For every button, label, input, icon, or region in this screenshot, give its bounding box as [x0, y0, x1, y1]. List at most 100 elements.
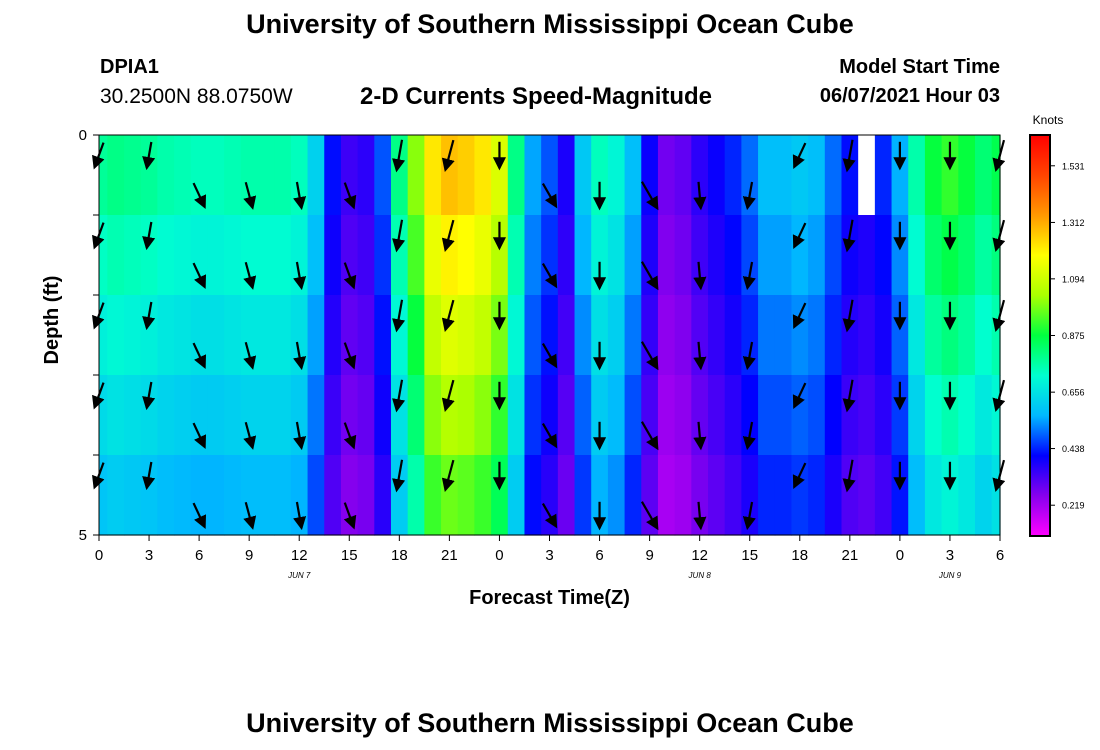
- current-arrow: [640, 501, 659, 531]
- current-arrow: [142, 141, 156, 171]
- current-arrow: [541, 343, 558, 369]
- current-arrow: [742, 261, 756, 291]
- x-tick-label: 12: [691, 547, 708, 564]
- current-arrow: [192, 262, 207, 289]
- colorbar-tick-label: 1.531: [1062, 161, 1085, 171]
- heatmap-cell: [774, 215, 793, 296]
- heatmap-cell: [557, 295, 576, 376]
- heatmap-cell: [708, 135, 726, 216]
- heatmap-cell: [808, 135, 826, 216]
- current-arrow: [693, 181, 707, 211]
- heatmap-cell: [657, 455, 676, 536]
- heatmap-cell: [958, 455, 976, 536]
- current-arrow: [640, 341, 659, 371]
- heatmap-cell: [207, 135, 225, 216]
- heatmap-cell: [691, 455, 709, 536]
- heatmap-cell: [457, 295, 476, 376]
- current-arrow: [243, 181, 257, 210]
- heatmap-cell: [741, 135, 759, 216]
- heatmap-cell: [224, 135, 242, 216]
- current-arrow: [293, 181, 307, 211]
- heatmap-cell: [257, 295, 275, 376]
- heatmap-cell: [424, 295, 442, 376]
- heatmap-cell: [491, 295, 509, 376]
- heatmap-cell: [841, 455, 859, 536]
- heatmap-cell: [157, 215, 175, 296]
- heatmap-cell: [958, 135, 976, 216]
- heatmap-cell: [574, 215, 592, 296]
- heatmap-cell: [791, 135, 809, 216]
- heatmap-cell: [257, 455, 275, 536]
- heatmap-cell: [774, 135, 793, 216]
- heatmap-cell: [891, 455, 909, 536]
- heatmap-cell: [207, 215, 225, 296]
- x-tick-label: 9: [245, 547, 253, 564]
- x-tick-label: 18: [391, 547, 408, 564]
- heatmap-cell: [708, 455, 726, 536]
- heatmap-cell: [374, 375, 392, 456]
- heatmap-cell: [307, 215, 325, 296]
- heatmap-cell: [190, 295, 209, 376]
- current-arrow: [742, 421, 756, 451]
- heatmap-cell: [874, 135, 893, 216]
- heatmap-cell: [157, 295, 175, 376]
- heatmap-cell: [474, 375, 492, 456]
- heatmap-cell: [407, 375, 425, 456]
- heatmap-cell: [140, 295, 158, 376]
- heatmap-cell: [691, 295, 709, 376]
- heatmap-cell: [174, 135, 192, 216]
- heatmap-cell: [657, 375, 676, 456]
- heatmap-cell: [274, 455, 292, 536]
- heatmap-cell: [624, 375, 642, 456]
- x-tick-label: 15: [341, 547, 358, 564]
- heatmap-cell: [240, 375, 259, 456]
- heatmap-cell: [724, 215, 742, 296]
- heatmap-cell: [240, 135, 259, 216]
- current-arrow: [441, 139, 455, 173]
- current-arrow: [142, 461, 156, 491]
- colorbar-tick-label: 1.312: [1062, 218, 1085, 228]
- heatmap-cell: [924, 375, 943, 456]
- heatmap-cell: [708, 295, 726, 376]
- heatmap-cell: [474, 215, 492, 296]
- current-arrow: [742, 501, 756, 531]
- heatmap-cell: [357, 215, 375, 296]
- heatmap-cell: [891, 215, 909, 296]
- current-arrow: [541, 263, 558, 289]
- heatmap-cell: [758, 455, 776, 536]
- heatmap-cell: [591, 295, 609, 376]
- heatmap-cell: [507, 215, 526, 296]
- current-arrow: [293, 261, 307, 291]
- heatmap-cell: [124, 375, 142, 456]
- heatmap-cell: [874, 455, 893, 536]
- heatmap-cell: [107, 215, 125, 296]
- heatmap-cell: [824, 455, 843, 536]
- heatmap-cell: [340, 215, 359, 296]
- heatmap-cell: [374, 215, 392, 296]
- heatmap-cell: [124, 215, 142, 296]
- colorbar: [1029, 134, 1051, 537]
- colorbar-tick-label: 0.875: [1062, 331, 1085, 341]
- heatmap-cell: [824, 135, 843, 216]
- current-arrow: [192, 502, 207, 529]
- heatmap-cell: [157, 375, 175, 456]
- heatmap-cell: [390, 215, 409, 296]
- heatmap-cell: [758, 295, 776, 376]
- heatmap-cell: [858, 375, 876, 456]
- heatmap-cell: [741, 455, 759, 536]
- heatmap-cell: [924, 135, 943, 216]
- heatmap-cell: [374, 455, 392, 536]
- heatmap-cell: [274, 215, 292, 296]
- heatmap-cell: [591, 455, 609, 536]
- current-arrow: [343, 502, 357, 530]
- heatmap-cell: [424, 455, 442, 536]
- current-arrow: [792, 382, 807, 409]
- heatmap-cell: [891, 375, 909, 456]
- heatmap-cell: [908, 375, 926, 456]
- current-arrow: [192, 182, 207, 209]
- heatmap-cell: [758, 215, 776, 296]
- heatmap-cell: [624, 455, 642, 536]
- heatmap-cell: [774, 455, 793, 536]
- model-start-label: Model Start Time: [839, 56, 1000, 78]
- current-arrow: [640, 261, 659, 291]
